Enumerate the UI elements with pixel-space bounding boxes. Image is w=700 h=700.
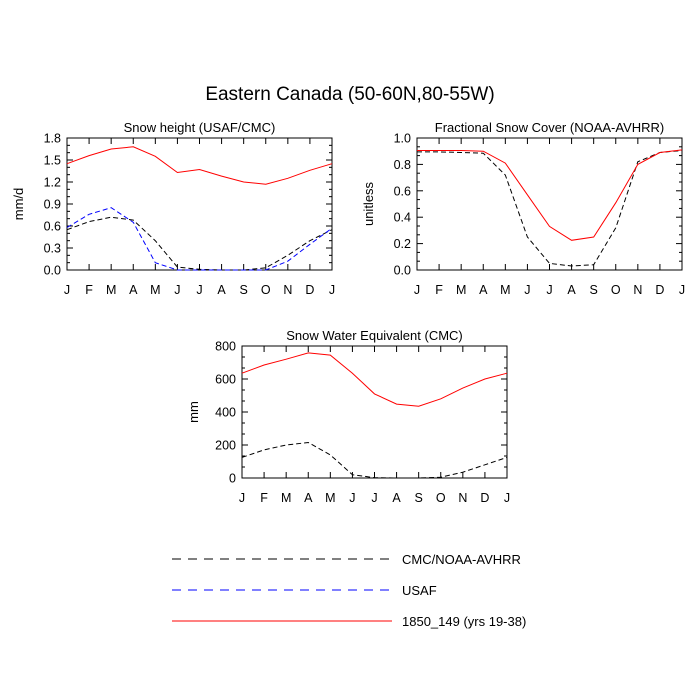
x-tick-label: A (479, 283, 488, 297)
y-tick-label: 0 (229, 472, 236, 486)
series-line (66, 207, 333, 271)
legend: CMC/NOAA-AVHRR USAF 1850_149 (yrs 19-38) (170, 548, 650, 641)
x-tick-label: J (504, 491, 510, 505)
x-tick-label: F (435, 283, 443, 297)
series-line (417, 150, 683, 267)
x-tick-label: A (129, 283, 138, 297)
y-tick-label: 0.6 (44, 220, 61, 234)
x-tick-label: J (414, 283, 420, 297)
x-tick-label: M (456, 283, 466, 297)
x-tick-label: M (500, 283, 510, 297)
series-line (417, 149, 683, 241)
x-tick-label: A (567, 283, 576, 297)
y-tick-label: 1.8 (44, 132, 61, 146)
plot-frame (416, 137, 683, 271)
series-line (241, 441, 508, 479)
y-tick-label: 0.0 (394, 264, 411, 278)
x-tick-label: F (260, 491, 268, 505)
legend-item: USAF (170, 579, 650, 610)
chart-title: Snow Water Equivalent (CMC) (286, 328, 463, 343)
x-tick-label: O (261, 283, 271, 297)
y-tick-label: 400 (215, 406, 236, 420)
series-line (66, 216, 333, 271)
x-tick-label: J (64, 283, 70, 297)
legend-item: CMC/NOAA-AVHRR (170, 548, 650, 579)
plot-frame (66, 137, 333, 271)
x-tick-label: A (217, 283, 226, 297)
x-tick-label: F (85, 283, 93, 297)
x-tick-label: A (304, 491, 313, 505)
plot-frame (241, 345, 508, 479)
chart-snow-height: Snow height (USAF/CMC) mm/d 0.0 0.3 0.6 0.9 1.… (11, 120, 335, 297)
y-tick-label: 800 (215, 340, 236, 354)
x-tick-label: J (329, 283, 335, 297)
legend-swatch (172, 558, 392, 560)
y-tick-label: 1.5 (44, 154, 61, 168)
x-tick-label: J (546, 283, 552, 297)
y-axis-label: mm/d (11, 188, 26, 221)
x-tick-label: N (458, 491, 467, 505)
x-tick-label: M (281, 491, 291, 505)
x-tick-label: D (480, 491, 489, 505)
y-tick-label: 600 (215, 373, 236, 387)
x-tick-label: M (106, 283, 116, 297)
y-tick-label: 0.6 (394, 184, 411, 198)
y-tick-label: 0.2 (394, 237, 411, 251)
legend-label: USAF (402, 583, 437, 598)
x-tick-label: M (150, 283, 160, 297)
legend-label: 1850_149 (yrs 19-38) (402, 614, 527, 629)
y-tick-label: 0.8 (394, 158, 411, 172)
x-tick-label: S (414, 491, 422, 505)
x-tick-label: J (239, 491, 245, 505)
legend-swatch (172, 589, 392, 591)
x-tick-label: J (174, 283, 180, 297)
x-tick-label: J (524, 283, 530, 297)
x-tick-label: A (392, 491, 401, 505)
chart-fractional-snow-cover: Fractional Snow Cover (NOAA-AVHRR) unitle… (361, 120, 685, 297)
y-tick-label: 1.2 (44, 176, 61, 190)
legend-swatch (172, 620, 392, 622)
x-tick-label: J (349, 491, 355, 505)
figure-title: Eastern Canada (50-60N,80-55W) (205, 84, 495, 105)
chart-snow-water-equivalent: Snow Water Equivalent (CMC) mm 0 200 400 600 8… (186, 328, 510, 505)
x-tick-label: J (371, 491, 377, 505)
chart-title: Snow height (USAF/CMC) (124, 120, 276, 135)
y-tick-label: 200 (215, 439, 236, 453)
y-tick-label: 0.0 (44, 264, 61, 278)
x-tick-label: O (611, 283, 621, 297)
x-tick-label: S (589, 283, 597, 297)
x-tick-label: O (436, 491, 446, 505)
y-tick-label: 0.4 (394, 211, 411, 225)
legend-label: CMC/NOAA-AVHRR (402, 552, 521, 567)
x-tick-label: J (679, 283, 685, 297)
x-tick-label: N (633, 283, 642, 297)
x-tick-label: D (305, 283, 314, 297)
x-tick-label: S (239, 283, 247, 297)
y-axis-label: unitless (361, 181, 376, 226)
chart-title: Fractional Snow Cover (NOAA-AVHRR) (435, 120, 664, 135)
y-tick-label: 1.0 (394, 132, 411, 146)
x-tick-label: N (283, 283, 292, 297)
y-axis-label: mm (186, 401, 201, 423)
series-line (241, 352, 508, 407)
y-tick-label: 0.3 (44, 242, 61, 256)
x-tick-label: J (196, 283, 202, 297)
series-line (66, 146, 333, 185)
x-tick-label: M (325, 491, 335, 505)
x-tick-label: D (655, 283, 664, 297)
y-tick-label: 0.9 (44, 198, 61, 212)
legend-item: 1850_149 (yrs 19-38) (170, 610, 650, 641)
